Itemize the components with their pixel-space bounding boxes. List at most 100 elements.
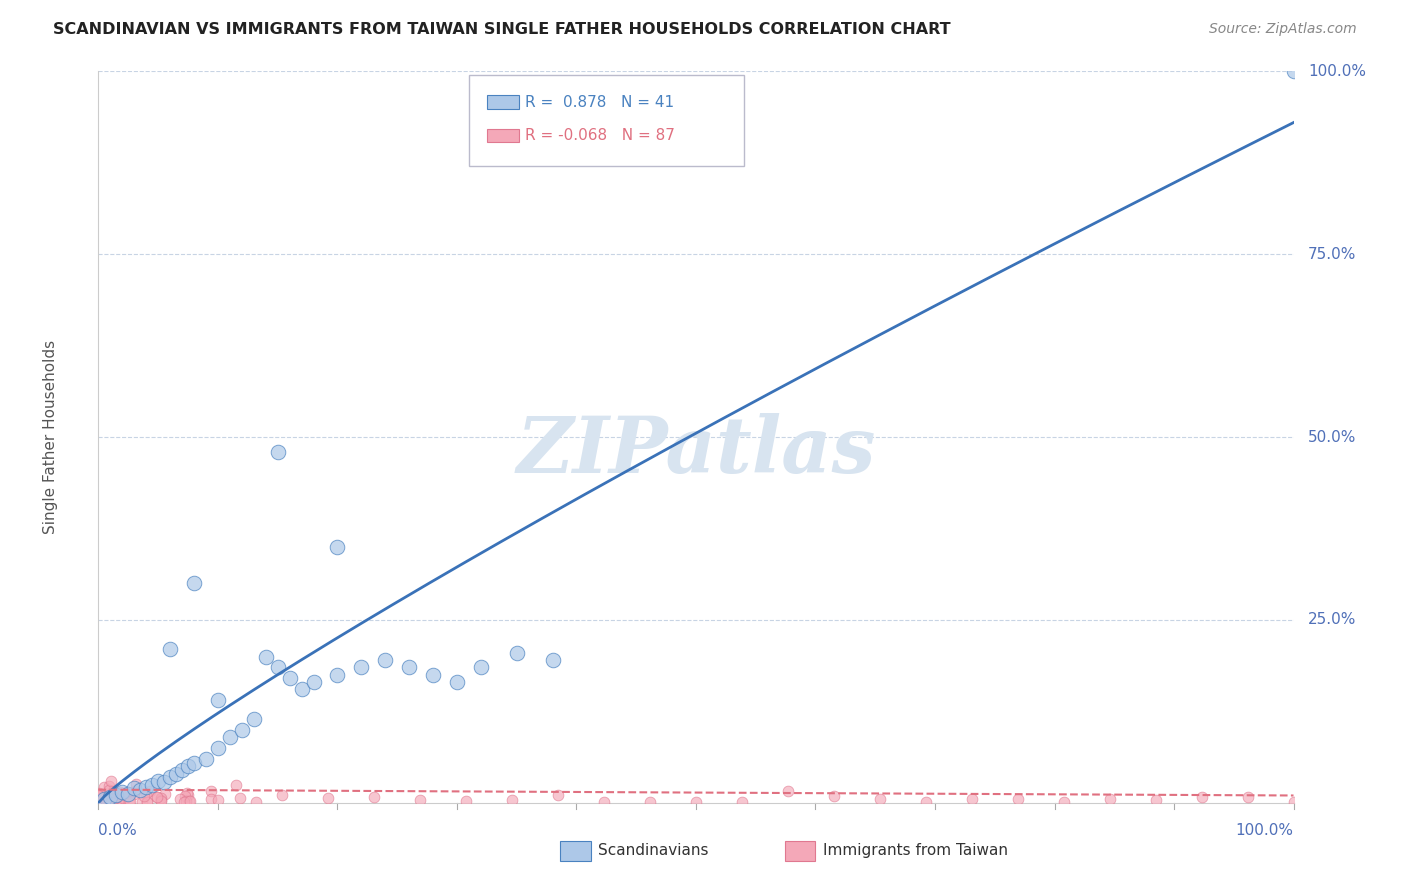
- Point: [776, 784, 799, 798]
- Point: [87, 786, 110, 800]
- Text: ZIPatlas: ZIPatlas: [516, 414, 876, 490]
- Point: [254, 649, 277, 664]
- Point: [176, 786, 198, 800]
- Point: [94, 791, 117, 805]
- Point: [398, 660, 420, 674]
- Point: [731, 795, 754, 809]
- Point: [547, 788, 569, 802]
- Point: [105, 795, 128, 809]
- Text: 100.0%: 100.0%: [1236, 823, 1294, 838]
- Text: Source: ZipAtlas.com: Source: ZipAtlas.com: [1209, 22, 1357, 37]
- Point: [87, 789, 110, 803]
- Point: [129, 782, 152, 797]
- Point: [103, 793, 125, 807]
- Point: [446, 675, 468, 690]
- Point: [135, 780, 157, 794]
- Point: [350, 660, 373, 674]
- Point: [172, 763, 194, 777]
- Text: SCANDINAVIAN VS IMMIGRANTS FROM TAIWAN SINGLE FATHER HOUSEHOLDS CORRELATION CHAR: SCANDINAVIAN VS IMMIGRANTS FROM TAIWAN S…: [53, 22, 950, 37]
- Point: [112, 791, 135, 805]
- Point: [685, 795, 707, 809]
- Point: [93, 780, 115, 794]
- Point: [1007, 792, 1029, 806]
- Text: 75.0%: 75.0%: [1308, 247, 1357, 261]
- Point: [98, 791, 121, 805]
- Point: [153, 775, 176, 789]
- Point: [374, 653, 396, 667]
- Point: [117, 787, 139, 801]
- Point: [146, 789, 169, 804]
- Point: [267, 660, 290, 674]
- Point: [267, 444, 290, 458]
- Text: 50.0%: 50.0%: [1308, 430, 1357, 444]
- Point: [122, 787, 145, 801]
- Point: [195, 752, 218, 766]
- Point: [207, 693, 229, 707]
- Point: [131, 795, 153, 809]
- Point: [153, 787, 176, 801]
- Point: [174, 789, 197, 803]
- Text: 0.0%: 0.0%: [98, 823, 138, 838]
- Point: [135, 787, 157, 801]
- Point: [638, 795, 661, 809]
- FancyBboxPatch shape: [486, 95, 519, 109]
- Point: [115, 786, 138, 800]
- Point: [1282, 795, 1305, 809]
- Point: [225, 778, 247, 792]
- Point: [183, 756, 205, 770]
- Point: [506, 646, 529, 660]
- Point: [177, 789, 200, 803]
- Point: [1191, 790, 1213, 805]
- Point: [177, 794, 200, 808]
- Point: [470, 660, 492, 674]
- Point: [229, 791, 252, 805]
- Point: [98, 793, 121, 807]
- Point: [103, 792, 125, 806]
- Point: [124, 781, 146, 796]
- Point: [100, 774, 122, 789]
- Point: [291, 682, 314, 697]
- Point: [149, 790, 172, 805]
- Point: [165, 766, 187, 780]
- Point: [1053, 795, 1076, 809]
- Point: [124, 783, 146, 797]
- Point: [97, 792, 120, 806]
- Point: [869, 792, 891, 806]
- Point: [207, 740, 229, 755]
- Point: [101, 785, 124, 799]
- Point: [108, 785, 131, 799]
- Point: [409, 792, 432, 806]
- Point: [97, 779, 120, 793]
- Text: Immigrants from Taiwan: Immigrants from Taiwan: [823, 844, 1008, 858]
- Point: [541, 653, 564, 667]
- Point: [111, 785, 134, 799]
- Point: [93, 792, 115, 806]
- Point: [90, 795, 112, 809]
- Point: [914, 795, 936, 809]
- Point: [159, 642, 181, 657]
- Point: [101, 789, 124, 803]
- Point: [149, 794, 172, 808]
- Point: [326, 540, 349, 554]
- Point: [100, 795, 122, 809]
- Point: [89, 787, 111, 801]
- FancyBboxPatch shape: [470, 75, 744, 167]
- Point: [93, 790, 115, 805]
- Point: [200, 784, 222, 798]
- Point: [173, 795, 195, 809]
- Text: 100.0%: 100.0%: [1308, 64, 1365, 78]
- Text: R = -0.068   N = 87: R = -0.068 N = 87: [524, 128, 675, 144]
- Point: [169, 792, 191, 806]
- Point: [207, 793, 229, 807]
- Text: Scandinavians: Scandinavians: [598, 844, 709, 858]
- Point: [125, 776, 148, 790]
- Point: [177, 759, 200, 773]
- Point: [101, 784, 124, 798]
- Point: [179, 794, 201, 808]
- Point: [146, 789, 169, 804]
- Point: [96, 794, 118, 808]
- Point: [231, 723, 253, 737]
- Point: [104, 791, 127, 805]
- Point: [593, 795, 616, 809]
- Point: [1282, 64, 1305, 78]
